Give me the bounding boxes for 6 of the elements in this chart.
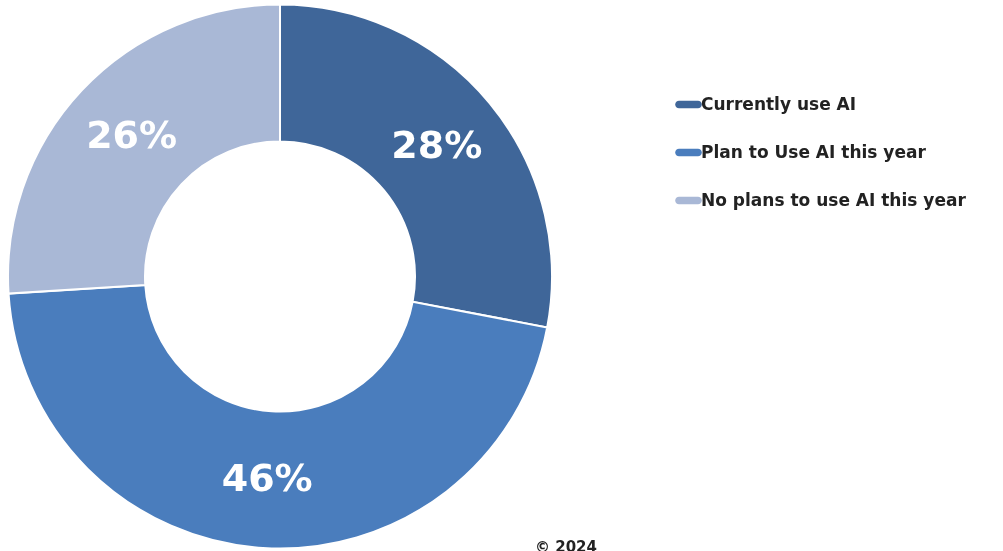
data-label: 46% <box>221 455 313 500</box>
data-label: 28% <box>391 122 483 167</box>
legend-label: Plan to Use AI this year <box>701 141 927 162</box>
legend-label: Currently use AI <box>701 93 857 114</box>
legend-label: No plans to use AI this year <box>701 189 967 210</box>
data-label: 26% <box>86 113 178 158</box>
